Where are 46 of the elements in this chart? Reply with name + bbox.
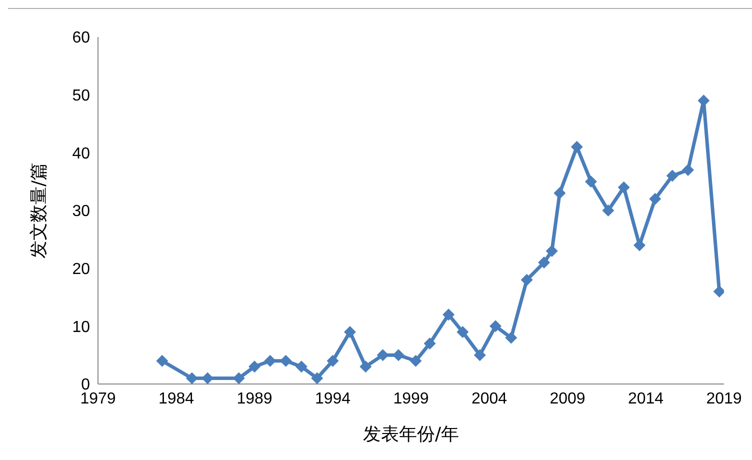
point xyxy=(546,244,558,257)
point xyxy=(264,354,276,367)
x-tick-label: 2009 xyxy=(550,390,586,408)
point xyxy=(618,181,630,194)
point xyxy=(682,164,694,176)
point xyxy=(554,187,566,200)
point xyxy=(490,320,502,332)
x-tick-label: 1999 xyxy=(393,390,429,408)
point xyxy=(649,192,662,205)
point xyxy=(186,372,198,384)
point xyxy=(280,354,292,367)
x-axis-title: 发表年份/年 xyxy=(362,424,460,445)
x-tick-label: 2019 xyxy=(706,390,742,408)
x-tick-label: 2004 xyxy=(471,390,508,408)
x-tick-label: 1994 xyxy=(314,390,351,408)
point xyxy=(538,256,550,269)
point xyxy=(570,140,583,153)
y-tick-label: 50 xyxy=(72,88,90,105)
point xyxy=(311,372,324,384)
x-tick-label: 1984 xyxy=(158,390,194,408)
y-tick-label: 40 xyxy=(72,145,90,162)
y-tick-label: 60 xyxy=(72,30,90,47)
point xyxy=(584,176,597,188)
point xyxy=(456,326,469,338)
point xyxy=(520,274,533,286)
y-tick-label: 10 xyxy=(72,318,90,336)
point xyxy=(344,326,356,338)
y-tick-label: 30 xyxy=(72,203,90,220)
point xyxy=(295,360,308,373)
point xyxy=(505,332,518,344)
point xyxy=(474,349,486,362)
point xyxy=(156,354,168,367)
point xyxy=(442,308,455,321)
point xyxy=(376,349,389,362)
point xyxy=(713,285,724,298)
point xyxy=(424,338,436,350)
point xyxy=(602,204,614,216)
y-axis-title: 发文数量/篇 xyxy=(28,162,50,259)
x-tick-label: 2014 xyxy=(628,390,664,408)
point xyxy=(248,360,260,373)
point xyxy=(666,170,678,182)
y-tick-label: 20 xyxy=(72,261,90,278)
point xyxy=(410,354,422,367)
point xyxy=(326,354,339,367)
point xyxy=(360,360,372,373)
x-tick-label: 1989 xyxy=(236,390,272,408)
